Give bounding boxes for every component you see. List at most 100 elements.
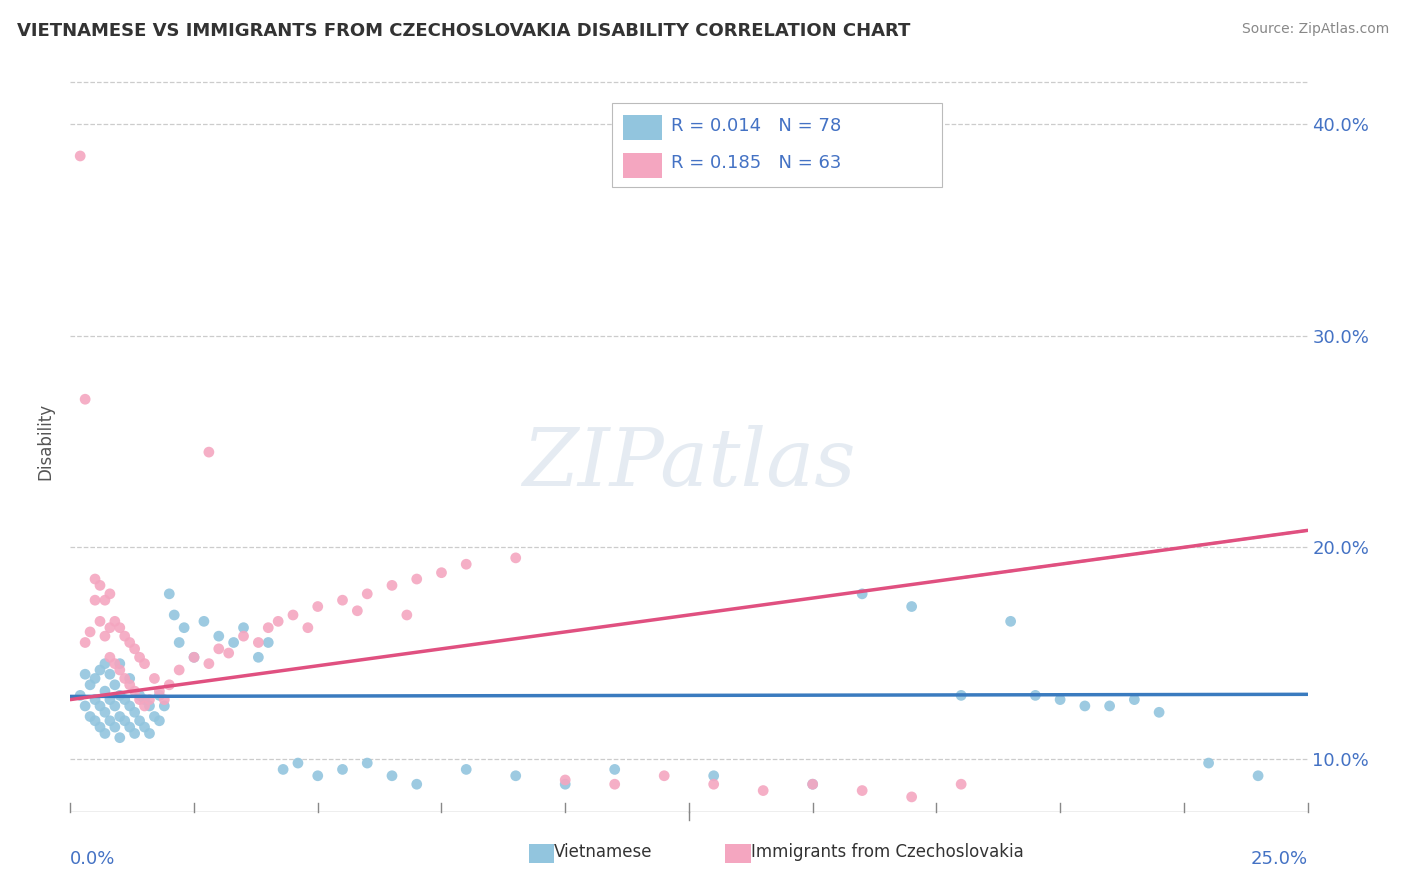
Point	[98, 650, 121, 665]
Point	[297, 621, 319, 635]
Point	[98, 667, 121, 681]
Point	[124, 684, 146, 698]
Point	[75, 698, 97, 713]
Point	[1123, 692, 1146, 706]
Point	[271, 763, 294, 777]
Y-axis label: Disability: Disability	[37, 403, 55, 480]
Point	[143, 709, 166, 723]
Point	[98, 621, 121, 635]
Point	[167, 635, 190, 649]
Point	[247, 650, 270, 665]
Point	[198, 657, 221, 671]
Point	[118, 698, 141, 713]
Point	[124, 726, 146, 740]
Point	[128, 692, 150, 706]
Point	[157, 587, 180, 601]
Point	[257, 635, 280, 649]
Point	[134, 720, 156, 734]
Point	[128, 650, 150, 665]
Point	[114, 629, 136, 643]
Point	[232, 621, 254, 635]
Point	[208, 641, 231, 656]
Point	[104, 678, 127, 692]
Point	[1147, 706, 1170, 720]
Point	[114, 692, 136, 706]
Point	[94, 657, 117, 671]
Point	[1000, 615, 1022, 629]
Point	[456, 558, 478, 572]
Point	[108, 657, 131, 671]
Point	[900, 789, 922, 804]
Point	[98, 587, 121, 601]
Point	[89, 720, 111, 734]
Point	[603, 777, 626, 791]
Point	[124, 641, 146, 656]
Point	[652, 769, 675, 783]
Point	[143, 672, 166, 686]
Point	[108, 689, 131, 703]
Point	[153, 692, 176, 706]
Point	[381, 769, 404, 783]
Point	[148, 689, 170, 703]
Point	[950, 689, 973, 703]
Point	[89, 615, 111, 629]
Point	[222, 635, 245, 649]
Point	[104, 720, 127, 734]
Point	[257, 621, 280, 635]
Point	[94, 629, 117, 643]
Point	[124, 706, 146, 720]
Point	[307, 769, 329, 783]
Point	[183, 650, 205, 665]
Point	[267, 615, 290, 629]
Point	[148, 714, 170, 728]
Point	[134, 692, 156, 706]
Point	[118, 678, 141, 692]
Point	[356, 587, 378, 601]
Point	[163, 607, 186, 622]
Point	[173, 621, 195, 635]
Point	[89, 698, 111, 713]
Point	[232, 629, 254, 643]
Point	[118, 720, 141, 734]
Point	[381, 578, 404, 592]
Point	[94, 684, 117, 698]
Point	[128, 714, 150, 728]
Point	[157, 678, 180, 692]
Point	[75, 667, 97, 681]
Point	[79, 709, 101, 723]
Point	[405, 777, 427, 791]
Point	[108, 621, 131, 635]
Point	[703, 777, 725, 791]
Text: 25.0%: 25.0%	[1250, 850, 1308, 868]
Point	[89, 663, 111, 677]
Point	[148, 684, 170, 698]
Point	[138, 726, 160, 740]
Point	[1024, 689, 1046, 703]
Point	[1098, 698, 1121, 713]
Point	[346, 604, 368, 618]
Point	[79, 678, 101, 692]
Point	[950, 777, 973, 791]
Point	[84, 593, 107, 607]
Point	[69, 689, 91, 703]
Point	[287, 756, 309, 770]
Text: R = 0.014   N = 78: R = 0.014 N = 78	[671, 117, 841, 135]
Point	[900, 599, 922, 614]
Point	[198, 445, 221, 459]
Point	[356, 756, 378, 770]
Point	[108, 663, 131, 677]
Point	[98, 714, 121, 728]
Point	[84, 672, 107, 686]
Point	[603, 763, 626, 777]
Point	[128, 689, 150, 703]
Text: VIETNAMESE VS IMMIGRANTS FROM CZECHOSLOVAKIA DISABILITY CORRELATION CHART: VIETNAMESE VS IMMIGRANTS FROM CZECHOSLOV…	[17, 22, 910, 40]
Point	[801, 777, 824, 791]
Point	[104, 615, 127, 629]
Point	[75, 635, 97, 649]
Point	[118, 672, 141, 686]
Point	[193, 615, 215, 629]
Point	[79, 624, 101, 639]
Point	[118, 635, 141, 649]
Point	[505, 769, 527, 783]
Point	[183, 650, 205, 665]
